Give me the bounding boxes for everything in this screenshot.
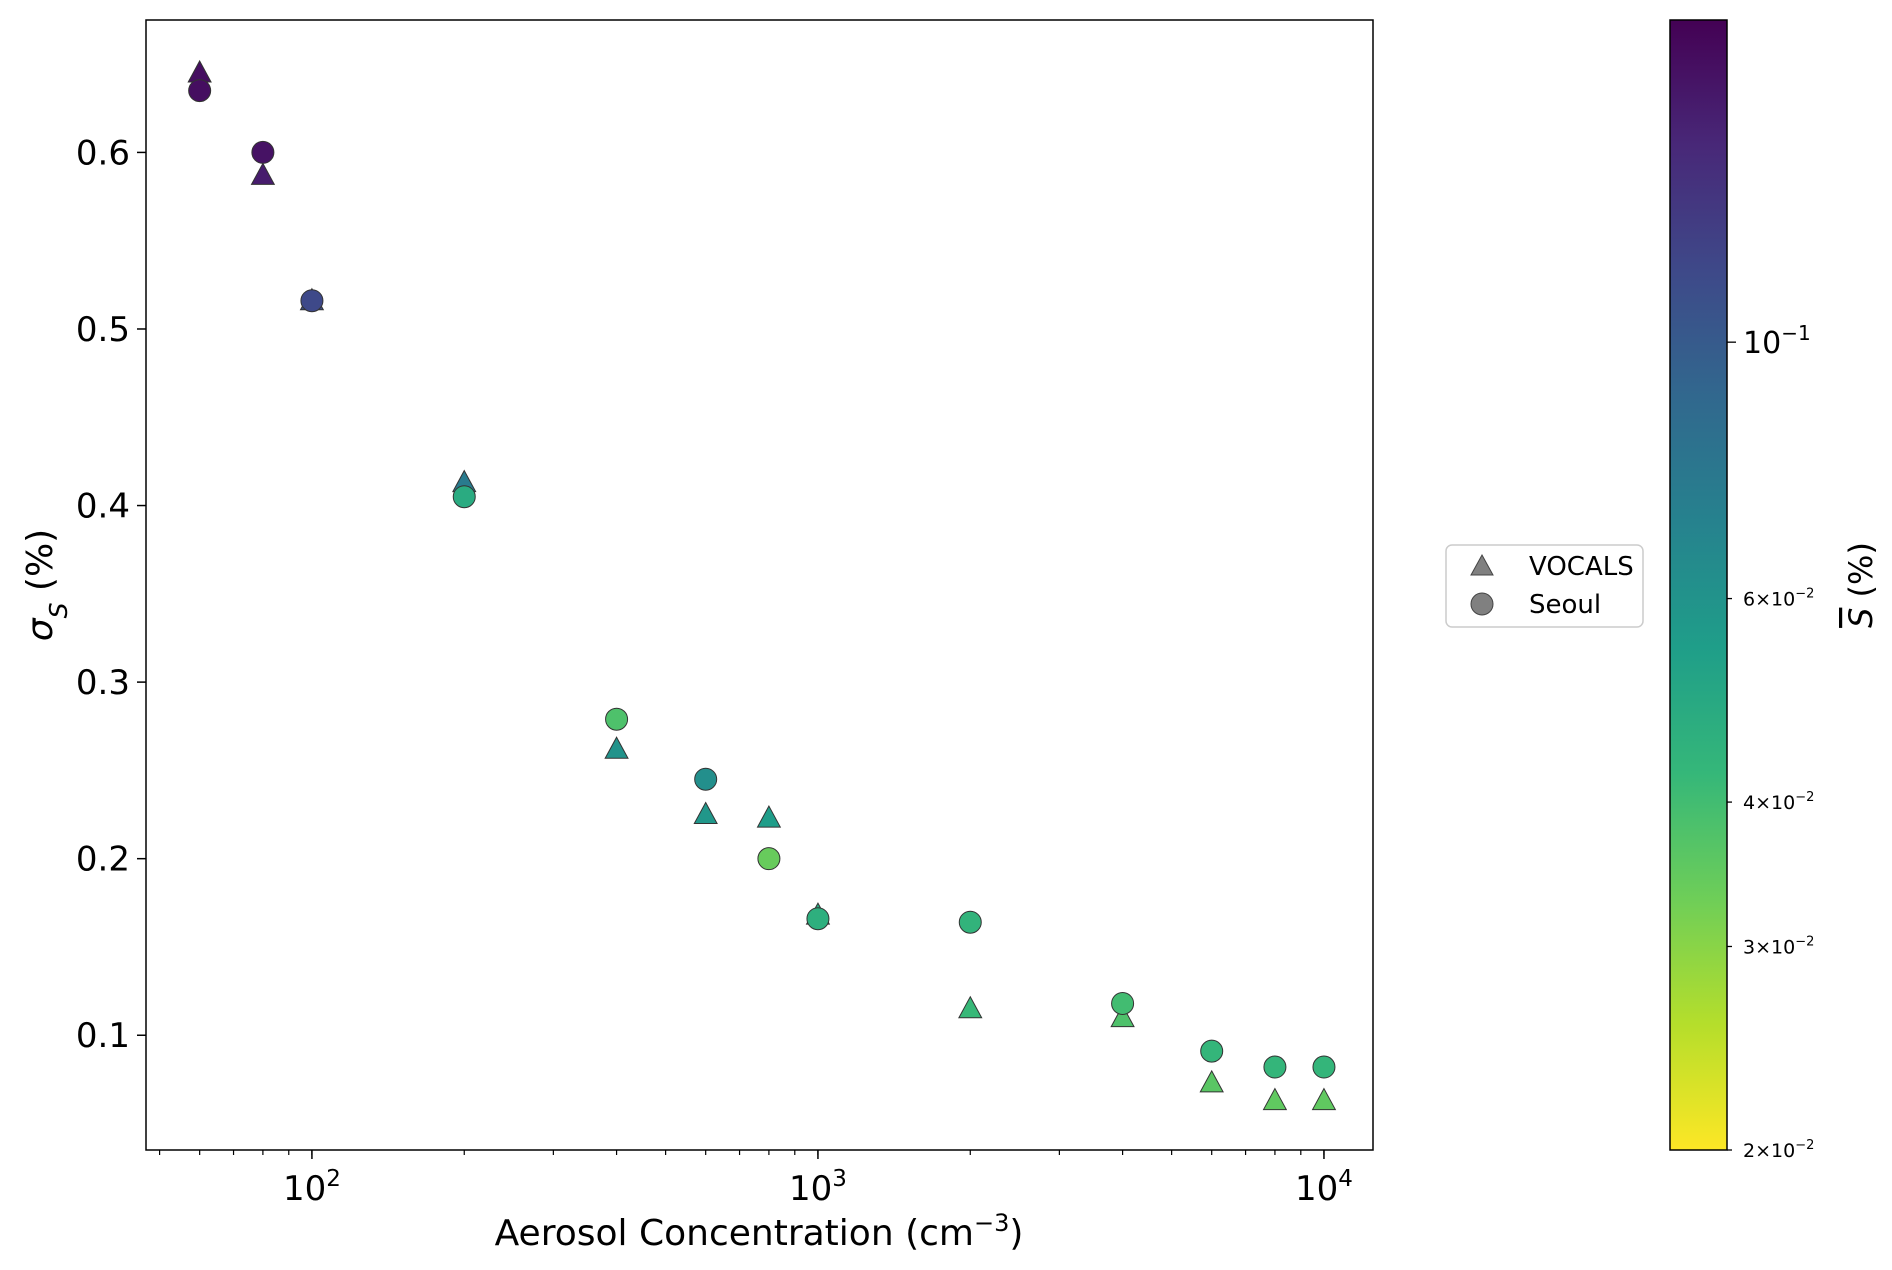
legend: VOCALS Seoul — [1445, 544, 1644, 628]
y-tick-label: 0.6 — [76, 133, 130, 173]
vocals-triangle-point — [1110, 1004, 1135, 1028]
vocals-triangle-point — [693, 801, 718, 825]
seoul-circle-point — [694, 767, 718, 791]
seoul-circle-point — [806, 907, 830, 931]
x-axis-label: Aerosol Concentration (cm−3) — [495, 1209, 1024, 1254]
legend-frame — [1445, 544, 1644, 628]
y-tick-label: 0.1 — [76, 1016, 130, 1056]
data-markers — [187, 59, 1337, 1111]
x-tick-label: 103 — [789, 1166, 847, 1209]
y-axis-label: σS (%) — [20, 529, 73, 641]
seoul-circle-point — [605, 707, 629, 731]
vocals-triangle-point — [756, 805, 782, 828]
colorbar-gradient — [1669, 19, 1728, 1151]
seoul-circle-point — [958, 910, 982, 934]
colorbar-tick-label: 3×10−2 — [1743, 934, 1814, 958]
colorbar-tick-label: 6×10−2 — [1743, 587, 1814, 611]
seoul-circle-point — [300, 289, 324, 313]
vocals-triangle-point — [1311, 1087, 1337, 1111]
colorbar-tick-label: 4×10−2 — [1743, 790, 1814, 814]
colorbar: 10−1 6×10−2 4×10−2 3×10−2 2×10−2 S (%) — [1669, 19, 1880, 1162]
legend-label-seoul: Seoul — [1529, 590, 1601, 620]
seoul-circle-point — [1312, 1055, 1336, 1079]
colorbar-label: S (%) — [1842, 542, 1880, 628]
y-tick-label: 0.4 — [76, 487, 130, 527]
colorbar-ticks: 10−1 6×10−2 4×10−2 3×10−2 2×10−2 — [1727, 321, 1814, 1162]
vocals-triangle-point — [250, 162, 276, 185]
vocals-triangle-point — [1262, 1087, 1288, 1111]
seoul-circle-point — [188, 79, 212, 103]
y-axis: 0.1 0.2 0.3 0.4 0.5 0.6 — [76, 133, 146, 1056]
y-tick-label: 0.2 — [76, 840, 130, 880]
colorbar-tick-label: 2×10−2 — [1743, 1138, 1814, 1162]
y-tick-label: 0.3 — [76, 663, 130, 703]
seoul-circle-point — [1111, 991, 1135, 1015]
vocals-triangle-point — [958, 995, 983, 1019]
legend-triangle-icon — [1470, 553, 1494, 576]
vocals-triangle-point — [604, 736, 629, 759]
x-axis: 102 103 104 — [158, 1150, 1353, 1209]
plot-area — [145, 19, 1374, 1151]
seoul-circle-point — [1263, 1055, 1287, 1079]
legend-circle-icon — [1470, 592, 1494, 616]
x-tick-label: 102 — [283, 1166, 341, 1209]
x-tick-label: 104 — [1295, 1166, 1353, 1209]
plot-frame — [145, 19, 1374, 1151]
colorbar-tick-label: 10−1 — [1743, 321, 1811, 361]
legend-label-vocals: VOCALS — [1529, 552, 1634, 582]
seoul-circle-point — [1200, 1039, 1224, 1063]
vocals-triangle-point — [1199, 1069, 1224, 1093]
seoul-circle-point — [757, 847, 781, 871]
y-tick-label: 0.5 — [76, 310, 130, 350]
seoul-circle-point — [251, 140, 275, 164]
seoul-circle-point — [452, 485, 476, 509]
